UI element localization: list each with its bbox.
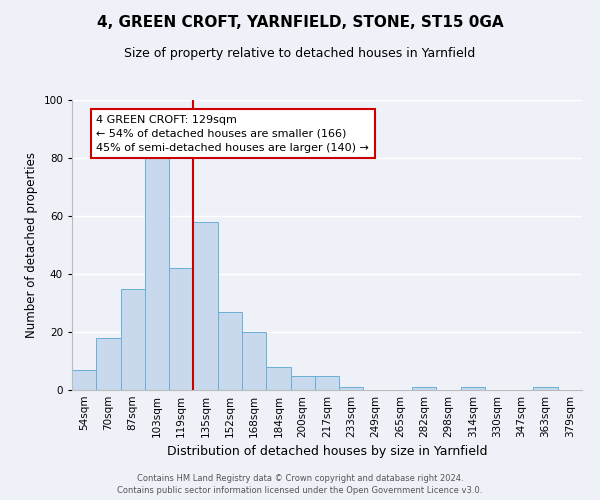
Bar — [290, 376, 315, 390]
Text: Size of property relative to detached houses in Yarnfield: Size of property relative to detached ho… — [124, 48, 476, 60]
Text: 4, GREEN CROFT, YARNFIELD, STONE, ST15 0GA: 4, GREEN CROFT, YARNFIELD, STONE, ST15 0… — [97, 15, 503, 30]
Bar — [461, 387, 485, 390]
Bar — [169, 268, 193, 390]
Bar — [193, 222, 218, 390]
Bar — [72, 370, 96, 390]
Text: Contains HM Land Registry data © Crown copyright and database right 2024.
Contai: Contains HM Land Registry data © Crown c… — [118, 474, 482, 495]
X-axis label: Distribution of detached houses by size in Yarnfield: Distribution of detached houses by size … — [167, 446, 487, 458]
Bar — [266, 367, 290, 390]
Bar — [412, 387, 436, 390]
Bar — [218, 312, 242, 390]
Bar — [339, 387, 364, 390]
Bar — [96, 338, 121, 390]
Text: 4 GREEN CROFT: 129sqm
← 54% of detached houses are smaller (166)
45% of semi-det: 4 GREEN CROFT: 129sqm ← 54% of detached … — [96, 114, 369, 152]
Y-axis label: Number of detached properties: Number of detached properties — [25, 152, 38, 338]
Bar — [533, 387, 558, 390]
Bar — [145, 146, 169, 390]
Bar — [121, 288, 145, 390]
Bar — [315, 376, 339, 390]
Bar — [242, 332, 266, 390]
